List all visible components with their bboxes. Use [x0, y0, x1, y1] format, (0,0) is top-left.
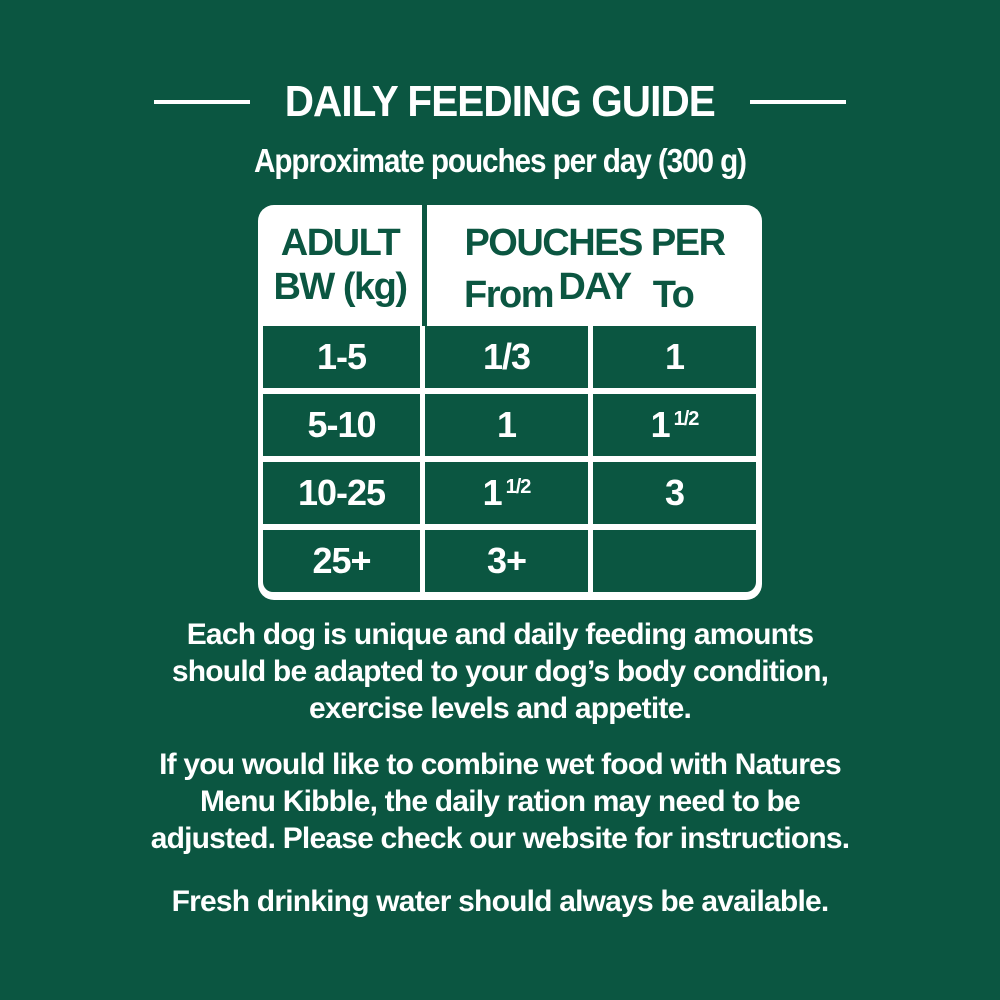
cell-from: 1 [425, 394, 588, 456]
cell-from: 1/3 [425, 326, 588, 388]
cell-whole: 1 [650, 404, 671, 445]
cell-to: 1 1/2 [593, 394, 756, 456]
title-row: DAILY FEEDING GUIDE [0, 72, 1000, 132]
note-line: should be adapted to your dog’s body con… [171, 655, 829, 688]
note-line: Each dog is unique and daily feeding amo… [186, 618, 814, 651]
cell-fraction: 1/2 [673, 407, 700, 430]
cell-to: 1 [593, 326, 756, 388]
note-body-condition: Each dog is unique and daily feeding amo… [0, 616, 1000, 727]
cell-from: 1 1/2 [425, 462, 588, 524]
note-line: adjusted. Please check our website for i… [150, 822, 850, 855]
cell-bw: 1-5 [263, 326, 420, 388]
header-bw: ADULT BW (kg) [258, 221, 422, 309]
cell-whole: 1 [482, 472, 503, 513]
header-bw-line1: ADULT [280, 222, 401, 264]
title-rule-left [154, 100, 251, 104]
note-kibble: If you would like to combine wet food wi… [0, 746, 1000, 857]
subtitle: Approximate pouches per day (300 g) [254, 142, 747, 179]
header-divider [422, 205, 427, 326]
note-line: Menu Kibble, the daily ration may need t… [200, 785, 801, 818]
header-bw-line2: BW (kg) [273, 266, 408, 308]
cell-from: 3+ [425, 530, 588, 592]
cell-bw: 10-25 [263, 462, 420, 524]
note-line: If you would like to combine wet food wi… [159, 748, 842, 781]
header-pouches: POUCHES PER DAY [464, 222, 726, 308]
feeding-table: ADULT BW (kg) POUCHES PER DAY From To 1-… [258, 205, 762, 600]
cell-bw: 25+ [263, 530, 420, 592]
header-from: From [464, 274, 555, 316]
note-water: Fresh drinking water should always be av… [171, 885, 830, 918]
page-title: DAILY FEEDING GUIDE [284, 77, 716, 126]
cell-fraction: 1/2 [505, 475, 532, 498]
cell-to: 3 [593, 462, 756, 524]
cell-value: 1/3 [482, 336, 531, 377]
note-line: exercise levels and appetite. [308, 692, 692, 725]
cell-bw: 5-10 [263, 394, 420, 456]
header-to: To [652, 274, 695, 316]
title-rule-right [749, 100, 846, 104]
cell-to [593, 530, 756, 592]
